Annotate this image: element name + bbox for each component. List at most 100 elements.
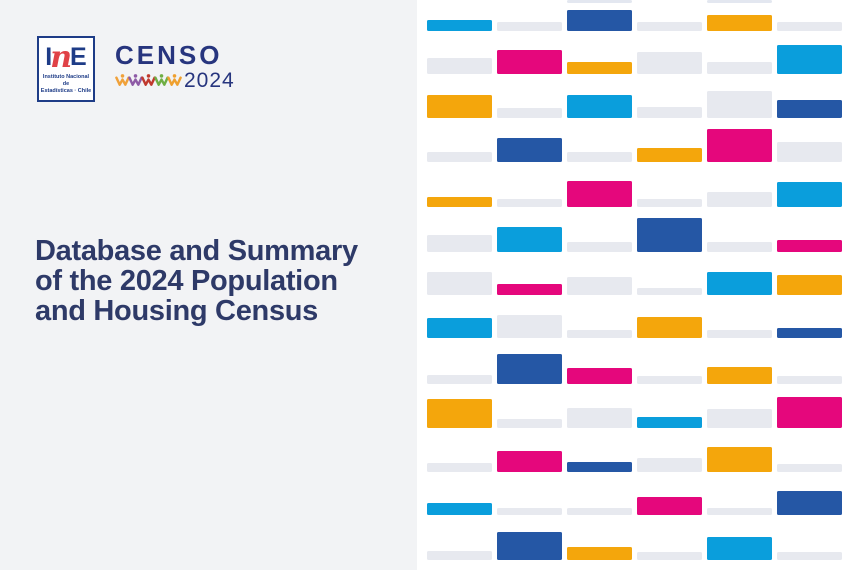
mosaic-cell xyxy=(497,227,562,252)
page-title-line1: Database and Summary xyxy=(35,235,358,267)
mosaic-cell xyxy=(777,376,842,384)
ine-subtitle-line1: Instituto Nacional de xyxy=(42,74,90,88)
mosaic-cell xyxy=(637,552,702,560)
mosaic-cell xyxy=(427,318,492,338)
mosaic-cell xyxy=(427,272,492,295)
mosaic-cell xyxy=(777,22,842,31)
mosaic-cell xyxy=(567,368,632,384)
ine-subtitle: Instituto Nacional de Estadísticas · Chi… xyxy=(39,74,93,95)
mosaic-cell xyxy=(567,547,632,560)
logo-row: I n E Instituto Nacional de Estadísticas… xyxy=(37,36,235,102)
mosaic-cell xyxy=(497,138,562,162)
mosaic-cell xyxy=(427,58,492,74)
person-figure-icon xyxy=(141,74,156,86)
mosaic-cell xyxy=(707,129,772,162)
mosaic-cell xyxy=(707,537,772,560)
page-title: Database and Summary of the 2024 Populat… xyxy=(35,236,358,326)
mosaic-cell xyxy=(427,20,492,31)
mosaic-cell xyxy=(497,50,562,74)
mosaic-cell xyxy=(707,447,772,472)
mosaic-cell xyxy=(777,182,842,207)
mosaic-cell xyxy=(497,199,562,207)
mosaic-cell xyxy=(567,242,632,252)
mosaic-cell xyxy=(637,218,702,252)
mosaic-cell xyxy=(637,107,702,118)
mosaic-cell xyxy=(567,95,632,118)
mosaic-cell xyxy=(497,354,562,384)
mosaic-cell xyxy=(427,463,492,472)
mosaic-cell xyxy=(777,552,842,560)
mosaic-cell xyxy=(707,62,772,74)
mosaic-cell xyxy=(497,284,562,295)
mosaic-panel xyxy=(417,0,855,570)
mosaic-cell xyxy=(637,458,702,472)
mosaic-cell xyxy=(777,328,842,338)
mosaic-cell xyxy=(707,330,772,338)
mosaic-cell xyxy=(637,199,702,207)
censo-logo-bottom: 2024 xyxy=(115,70,235,91)
mosaic-cell xyxy=(567,10,632,31)
mosaic-cell xyxy=(427,399,492,428)
mosaic-cell xyxy=(427,197,492,207)
mosaic-cell xyxy=(497,532,562,560)
mosaic-cell xyxy=(497,419,562,428)
mosaic-cell xyxy=(567,181,632,207)
mosaic-cell xyxy=(497,315,562,338)
ine-letter-e: E xyxy=(70,43,87,72)
mosaic-sliver xyxy=(567,0,632,3)
ine-wordmark: I n E xyxy=(45,40,87,76)
censo-year: 2024 xyxy=(184,69,235,92)
mosaic-cell xyxy=(707,508,772,515)
person-figure-icon xyxy=(154,74,169,86)
censo-2024-logo: CENSO 2024 xyxy=(115,42,235,91)
mosaic-cell xyxy=(637,417,702,428)
mosaic-sliver xyxy=(707,0,772,3)
mosaic-cell xyxy=(637,148,702,162)
person-figure-icon xyxy=(128,74,143,86)
mosaic-cell xyxy=(777,100,842,118)
mosaic-cell xyxy=(777,240,842,252)
mosaic-cell xyxy=(777,491,842,515)
mosaic-cell xyxy=(427,551,492,560)
mosaic-cell xyxy=(427,95,492,118)
mosaic-cell xyxy=(567,508,632,515)
mosaic-cell xyxy=(427,235,492,252)
mosaic-cell xyxy=(567,62,632,74)
mosaic-cell xyxy=(637,288,702,295)
mosaic-cell xyxy=(637,317,702,338)
mosaic-cell xyxy=(637,376,702,384)
page-title-line3: and Housing Census xyxy=(35,295,319,327)
mosaic-cell xyxy=(637,497,702,515)
ine-letter-i: I xyxy=(45,43,53,72)
mosaic-cell xyxy=(427,375,492,384)
mosaic-cell xyxy=(567,277,632,295)
mosaic-cell xyxy=(707,272,772,295)
mosaic-cell xyxy=(707,192,772,207)
mosaic-cell xyxy=(707,409,772,428)
mosaic-cell xyxy=(707,367,772,384)
mosaic-cell xyxy=(567,462,632,472)
mosaic-cell xyxy=(707,91,772,118)
mosaic-cell xyxy=(497,508,562,515)
ine-letter-n: n xyxy=(50,40,73,76)
person-figure-icon xyxy=(167,74,182,86)
mosaic-cell xyxy=(777,142,842,162)
mosaic-cell xyxy=(497,108,562,118)
mosaic-cell xyxy=(707,15,772,31)
mosaic-cell xyxy=(427,152,492,162)
censo-people-icons xyxy=(115,73,182,88)
mosaic-cell xyxy=(567,330,632,338)
mosaic-cell xyxy=(707,242,772,252)
mosaic-cell xyxy=(567,152,632,162)
mosaic-cell xyxy=(777,464,842,472)
ine-subtitle-line2: Estadísticas · Chile xyxy=(40,87,92,94)
mosaic-cell xyxy=(777,275,842,295)
mosaic-cell xyxy=(497,22,562,31)
ine-logo: I n E Instituto Nacional de Estadísticas… xyxy=(37,36,95,102)
left-panel: I n E Instituto Nacional de Estadísticas… xyxy=(0,0,417,570)
mosaic-cell xyxy=(497,451,562,472)
censo-wordmark: CENSO xyxy=(115,40,223,70)
person-figure-icon xyxy=(115,74,130,86)
mosaic-cell xyxy=(777,397,842,428)
